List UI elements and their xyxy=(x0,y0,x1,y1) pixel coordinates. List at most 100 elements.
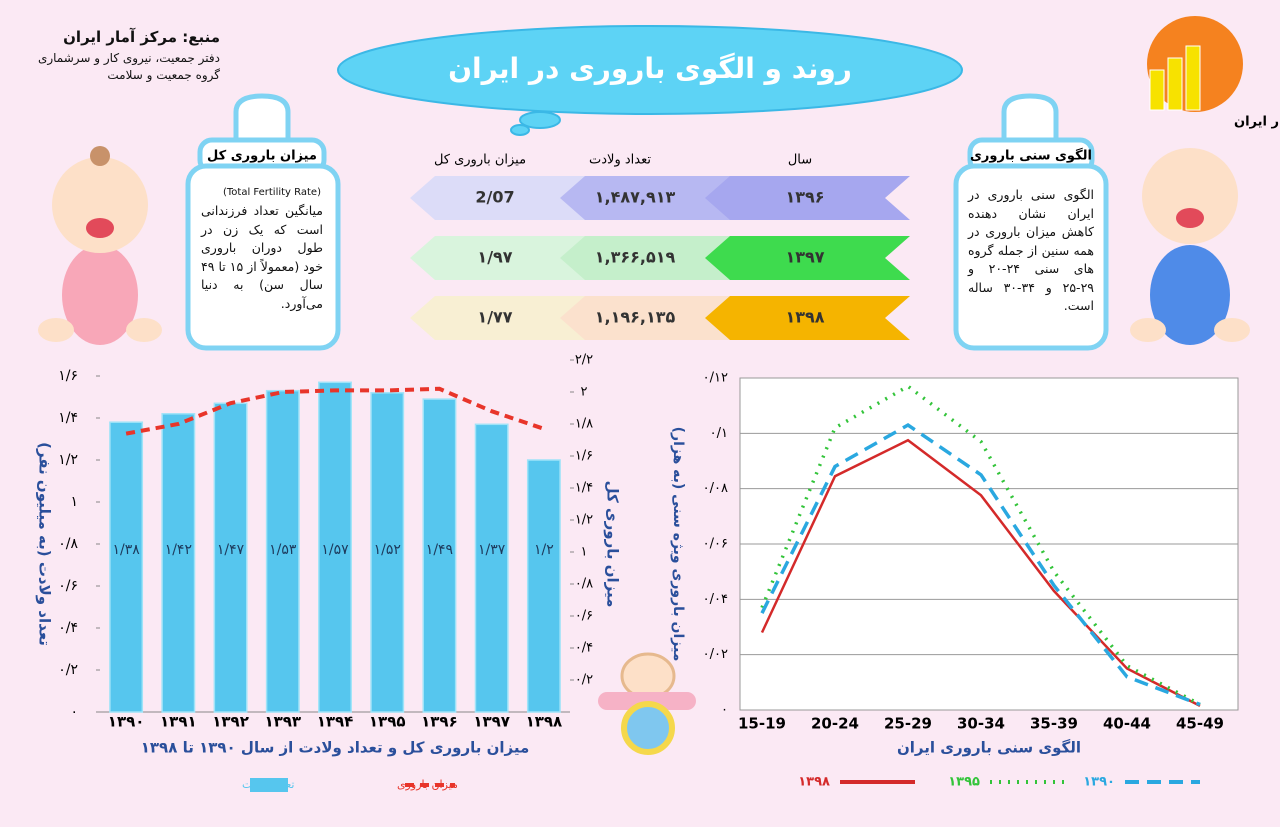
x-tick-label: 25-29 xyxy=(884,715,932,733)
x-tick-label: 40-44 xyxy=(1103,715,1151,733)
title-cloud xyxy=(337,25,963,136)
y2-tick-label: ۲ xyxy=(581,385,588,400)
value-label: ۱/۵۳ xyxy=(269,542,297,558)
y-tick-label: ۱/۶ xyxy=(58,368,78,384)
line xyxy=(760,384,1201,707)
legend-swatch xyxy=(250,778,288,792)
table-cell xyxy=(555,176,730,220)
source-office: دفتر جمعیت، نیروی کار و سرشماری xyxy=(37,51,220,65)
y2-tick-label: ۱/۴ xyxy=(575,481,593,496)
y-tick-label: ۰/۸ xyxy=(58,536,78,552)
bar xyxy=(474,423,509,713)
x-tick-label: ۱۳۹۴ xyxy=(317,713,354,731)
y2-tick-label: ۱/۶ xyxy=(575,449,593,464)
y2-tick-label: ۰/۲ xyxy=(575,673,593,688)
table-header: تعداد ولادت xyxy=(589,153,651,168)
value-label: ۱/۴۹ xyxy=(426,542,453,558)
y-tick-label: ۰/۰۶ xyxy=(703,537,728,552)
x-tick-label: 15-19 xyxy=(738,715,786,733)
table-value: ۱۳۹۷ xyxy=(785,248,824,267)
logo xyxy=(1147,16,1243,112)
y-tick-label: ۰/۰۴ xyxy=(703,592,728,607)
x-tick-label: 35-39 xyxy=(1030,715,1078,733)
box-title: میزان باروری کل xyxy=(207,149,317,164)
value-label: ۱/۴۷ xyxy=(217,542,245,558)
table-value: ۱/۷۷ xyxy=(477,308,512,327)
bar xyxy=(213,402,248,713)
source: منبع: مرکز آمار ایران xyxy=(63,28,220,46)
y-tick-label: ۱ xyxy=(70,494,78,510)
table-value: ۱۳۹۸ xyxy=(785,308,824,327)
bar xyxy=(265,389,300,713)
value-label: ۱/۳۷ xyxy=(478,542,506,558)
box-subtitle: (Total Fertility Rate) xyxy=(222,187,321,198)
y-tick-label: ۰/۱ xyxy=(710,426,728,441)
y-tick-label: ۰/۴ xyxy=(58,620,78,636)
baby-boy xyxy=(1130,148,1250,345)
legend-label: میزان باروری xyxy=(397,778,458,791)
x-tick-label: ۱۳۹۶ xyxy=(421,713,458,731)
y2-tick-label: ۰/۴ xyxy=(575,641,593,656)
table-value: 2/07 xyxy=(475,188,514,207)
x-tick-label: ۱۳۹۵ xyxy=(369,713,406,731)
table-value: ۱,۳۶۶,۵۱۹ xyxy=(595,248,676,267)
tfr-bottle xyxy=(185,93,341,351)
logo-text: مرکز آمار ایران xyxy=(1234,113,1280,130)
table-cell xyxy=(410,296,585,340)
table-cell xyxy=(555,236,730,280)
y-tick-label: ۰/۱۲ xyxy=(703,371,728,386)
charts: ۰ ۰/۲ ۰/۴ ۰/۶ ۰/۸ ۱ ۱/۲ ۱/۴ ۱/۶ ۰/۲ ۰/۴ ۰/۶ ۰/۸ ۱ ۱/۲ ۱… xyxy=(36,353,1239,792)
bar xyxy=(422,398,457,713)
source-group: گروه جمعیت و سلامت xyxy=(107,68,220,82)
table-value: ۱,۱۹۶,۱۳۵ xyxy=(595,308,676,327)
summary-table: سال تعداد ولادت میزان باروری کل ۱۳۹۶ ۱,۴۸۷,۹… xyxy=(410,153,910,340)
baby-girl xyxy=(38,146,162,345)
y2-tick-label: ۱ xyxy=(581,545,588,560)
box-title: الگوی سنی باروری xyxy=(970,148,1092,164)
table-cell xyxy=(700,236,910,280)
legend-label: تعداد ولادت xyxy=(242,778,294,791)
legend-label: ۱۳۹۵ xyxy=(948,775,980,790)
y-tick-label: ۰/۶ xyxy=(58,578,78,594)
y2-tick-label: ۱/۸ xyxy=(575,417,593,432)
bar xyxy=(526,459,561,713)
page-title: روند و الگوی باروری در ایران xyxy=(448,52,852,85)
value-label: ۱/۵۲ xyxy=(374,542,401,558)
table-cell xyxy=(410,176,585,220)
x-tick-label: ۱۳۹۲ xyxy=(212,713,249,731)
legend-label: ۱۳۹۰ xyxy=(1083,775,1115,790)
y-axis-title: میزان باروری ویژه سنی (به هزار) xyxy=(670,427,686,662)
y-axis-title: تعداد ولادت (به میلیون نفر) xyxy=(36,442,54,646)
value-label: ۱/۳۸ xyxy=(112,542,140,558)
line xyxy=(760,438,1201,707)
table-cell xyxy=(410,236,585,280)
x-tick-label: 20-24 xyxy=(811,715,859,733)
y-tick-label: ۱/۲ xyxy=(58,452,78,468)
y-tick-label: ۰/۰۲ xyxy=(703,647,728,662)
table-value: ۱۳۹۶ xyxy=(785,188,824,207)
y2-tick-label: ۰/۶ xyxy=(575,609,593,624)
x-tick-label: ۱۳۹۱ xyxy=(160,713,197,731)
value-label: ۱/۲ xyxy=(534,542,554,558)
bar xyxy=(370,392,405,713)
y2-tick-label: ۲/۲ xyxy=(575,353,593,368)
box-text: میانگین تعداد فرزندانی است که یک زن در ط… xyxy=(201,203,323,311)
bar xyxy=(161,413,196,713)
pattern-bottle xyxy=(953,93,1109,351)
x-tick-label: ۱۳۹۰ xyxy=(108,713,145,731)
table-cell xyxy=(700,296,910,340)
y-tick-label: ۰/۲ xyxy=(58,662,78,678)
x-tick-label: ۱۳۹۳ xyxy=(264,713,301,731)
value-label: ۱/۵۷ xyxy=(321,542,349,558)
pacifier xyxy=(598,652,696,755)
y2-tick-label: ۰/۸ xyxy=(575,577,593,592)
table-cell xyxy=(700,176,910,220)
box-text: الگوی سنی باروری در ایران نشان دهنده کاه… xyxy=(968,187,1094,313)
table-value: ۱,۴۸۷,۹۱۳ xyxy=(595,188,676,207)
x-tick-label: ۱۳۹۸ xyxy=(526,713,563,731)
table-header: میزان باروری کل xyxy=(434,153,526,168)
y2-tick-label: ۱/۲ xyxy=(575,513,593,528)
x-tick-label: 30-34 xyxy=(957,715,1005,733)
line xyxy=(125,386,545,436)
